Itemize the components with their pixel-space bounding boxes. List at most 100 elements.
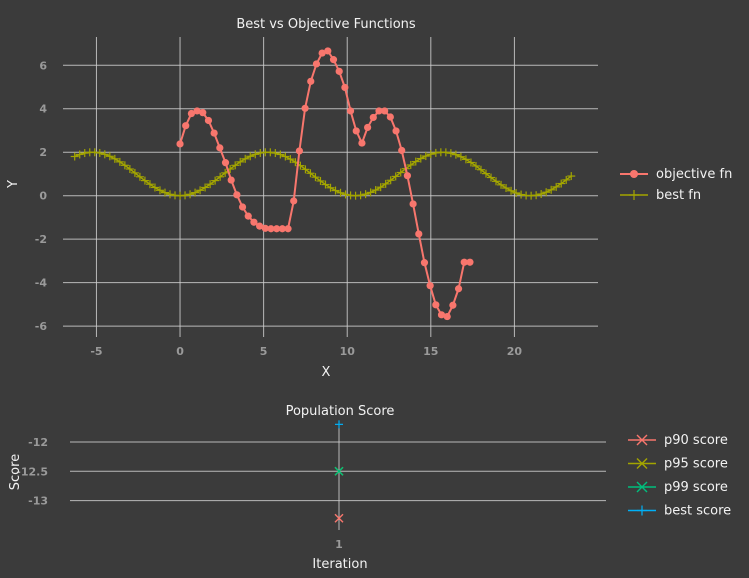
population-chart-y-label: Score (8, 454, 23, 490)
y-tick-label: -12 (28, 436, 48, 449)
best-fn-point (276, 150, 285, 159)
best-fn-point (155, 186, 164, 195)
best-fn-point (211, 176, 220, 185)
objective-chart-grid (63, 37, 598, 337)
best-fn-point (406, 160, 415, 169)
series-objective-fn (176, 47, 474, 321)
population-chart-x-ticks: 1 (335, 538, 343, 551)
legend-label: p99 score (664, 480, 728, 495)
objective-fn-point (284, 225, 292, 233)
best-fn-point (411, 157, 420, 166)
best-fn-point (186, 190, 195, 199)
y-tick-label: 4 (39, 103, 47, 116)
objective-fn-point (369, 113, 377, 122)
best-fn-point (236, 157, 245, 166)
best-fn-point (150, 183, 159, 192)
best-fn-point (256, 148, 265, 157)
objective-chart-series (70, 47, 576, 321)
best-fn-point (110, 154, 119, 163)
objective-fn-point (301, 104, 309, 112)
legend-item: objective fn (620, 167, 732, 182)
population-chart: 1 -12 -12.5 -13 Population Score Iteration… (8, 404, 731, 572)
point-best-score (335, 420, 343, 429)
best-fn-point (507, 186, 516, 195)
best-fn-point (266, 148, 275, 157)
objective-fn-point (426, 282, 434, 290)
x-tick-label: 20 (507, 345, 523, 358)
objective-fn-point (358, 139, 366, 147)
objective-fn-point (335, 67, 343, 75)
legend-item: p90 score (628, 433, 728, 448)
population-chart-title: Population Score (286, 404, 395, 419)
best-fn-line (74, 151, 572, 197)
objective-fn-point (210, 129, 218, 137)
best-fn-point (115, 157, 124, 166)
best-fn-point (336, 188, 345, 197)
best-fn-point (135, 172, 144, 181)
best-fn-point (326, 183, 335, 192)
best-fn-point (381, 179, 390, 188)
best-fn-point (216, 172, 225, 181)
best-fn-point (286, 155, 295, 164)
best-fn-point (446, 149, 455, 158)
best-fn-point (376, 183, 385, 192)
objective-chart-title: Best vs Objective Functions (236, 17, 416, 32)
best-fn-point (306, 169, 315, 178)
objective-fn-point (329, 56, 338, 64)
objective-chart-y-label: Y (6, 180, 21, 189)
objective-fn-point (466, 258, 474, 266)
objective-fn-point (267, 225, 275, 233)
best-fn-point (241, 154, 250, 163)
population-chart-y-ticks: -12 -12.5 -13 (16, 436, 48, 508)
best-fn-point (271, 149, 280, 158)
best-fn-point (125, 165, 134, 174)
best-fn-point (441, 148, 450, 157)
objective-fn-point (261, 224, 269, 232)
best-fn-point (492, 177, 501, 186)
objective-fn-point (398, 146, 406, 155)
x-tick-label: 10 (340, 345, 356, 358)
objective-fn-point (278, 225, 286, 233)
best-fn-point (80, 149, 89, 158)
best-fn-point (451, 150, 460, 159)
objective-fn-point (187, 109, 195, 118)
objective-fn-point (386, 113, 394, 121)
objective-fn-point (420, 259, 429, 267)
best-fn-point (321, 180, 330, 189)
best-fn-point (366, 188, 375, 197)
objective-fn-point (290, 197, 298, 205)
best-fn-point (145, 180, 154, 189)
population-chart-x-label: Iteration (312, 557, 367, 572)
best-fn-point (301, 165, 310, 174)
legend-label: p95 score (664, 457, 728, 472)
objective-fn-point (449, 301, 457, 309)
legend-label: p90 score (664, 433, 728, 448)
best-fn-point (70, 152, 79, 161)
x-tick-label: 15 (423, 345, 438, 358)
x-tick-label: 5 (260, 345, 268, 358)
point-p90-score (334, 513, 344, 523)
best-fn-point (251, 150, 260, 159)
y-tick-label: 2 (39, 146, 47, 159)
best-fn-point (466, 158, 475, 167)
best-fn-point (356, 191, 365, 200)
best-fn-point (201, 183, 210, 192)
objective-chart-y-ticks: -6 -4 -2 0 2 4 6 (35, 59, 48, 333)
best-fn-point (95, 148, 104, 157)
best-fn-point (140, 176, 149, 185)
x-tick-label: -5 (90, 345, 102, 358)
legend-item: best score (628, 504, 731, 519)
objective-chart-legend: objective fn best fn (620, 167, 732, 203)
best-fn-point (487, 173, 495, 182)
best-fn-point (557, 179, 566, 188)
legend-item: best fn (620, 188, 701, 203)
best-fn-point (481, 169, 490, 178)
point-p99-score (334, 466, 344, 476)
best-fn-point (206, 180, 215, 189)
objective-fn-point (227, 176, 235, 184)
x-tick-label: 0 (176, 345, 184, 358)
objective-fn-point (256, 222, 264, 230)
legend-marker (629, 190, 639, 200)
best-fn-point (391, 172, 400, 181)
best-fn-point (396, 168, 405, 177)
